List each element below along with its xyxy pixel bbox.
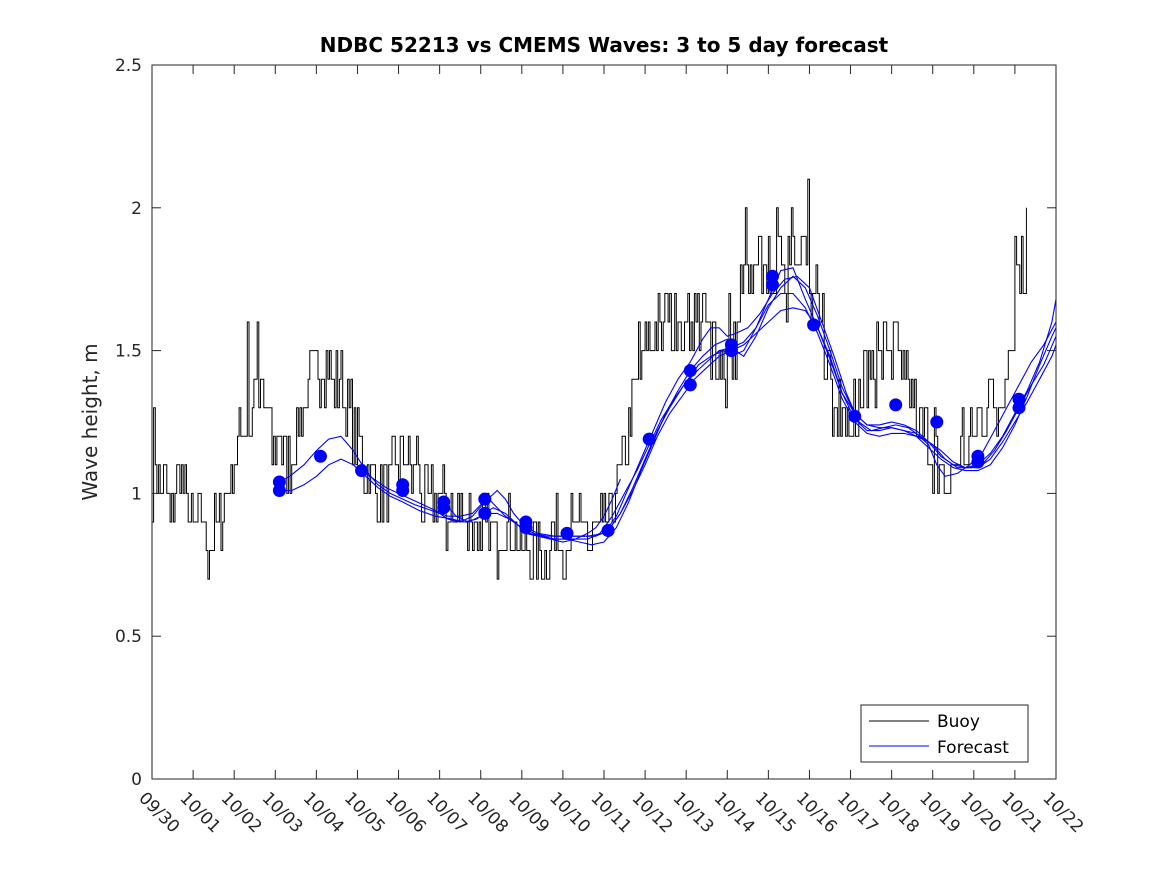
forecast-marker-10 xyxy=(478,506,492,520)
forecast-marker-2 xyxy=(272,484,286,497)
forecast-marker-17 xyxy=(683,378,697,392)
legend-label-buoy: Buoy xyxy=(937,712,980,732)
marker-layer xyxy=(272,269,1026,540)
forecast-marker-21 xyxy=(766,278,779,292)
y-tick-label-1: 0.5 xyxy=(115,627,142,647)
y-tick-label-0: 0 xyxy=(131,770,142,790)
forecast-marker-14 xyxy=(601,524,615,537)
legend-box xyxy=(860,704,1029,763)
forecast-marker-25 xyxy=(930,415,944,429)
forecast-series-line-4 xyxy=(443,275,1057,546)
legend-label-forecast: Forecast xyxy=(937,738,1009,758)
series-layer xyxy=(152,178,1057,580)
forecast-series-line-2 xyxy=(279,307,1057,537)
forecast-marker-29 xyxy=(1012,401,1026,415)
forecast-marker-9 xyxy=(478,492,492,506)
chart-title: NDBC 52213 vs CMEMS Waves: 3 to 5 day fo… xyxy=(320,33,889,57)
forecast-series-line-5 xyxy=(525,292,1057,540)
forecast-marker-27 xyxy=(971,455,985,469)
forecast-marker-8 xyxy=(437,501,451,515)
y-tick-label-3: 1.5 xyxy=(115,342,142,362)
forecast-marker-16 xyxy=(683,364,697,378)
buoy-series-line xyxy=(152,178,1027,580)
plot-area xyxy=(152,65,1056,779)
forecast-marker-22 xyxy=(807,318,821,332)
forecast-marker-13 xyxy=(560,526,574,540)
forecast-marker-6 xyxy=(396,484,410,497)
forecast-marker-15 xyxy=(642,432,656,446)
forecast-marker-3 xyxy=(314,449,327,463)
tick-layer xyxy=(151,64,1057,780)
forecast-marker-19 xyxy=(724,344,738,358)
forecast-series-line-3 xyxy=(361,275,1057,537)
forecast-marker-12 xyxy=(519,521,533,535)
forecast-marker-24 xyxy=(889,398,903,412)
legend: Buoy Forecast xyxy=(860,704,1029,763)
y-tick-label-2: 1 xyxy=(131,484,142,504)
forecast-marker-4 xyxy=(355,464,369,478)
y-tick-label-5: 2.5 xyxy=(115,56,142,76)
forecast-marker-23 xyxy=(848,409,862,423)
y-tick-label-4: 2 xyxy=(131,199,142,219)
y-axis-label: Wave height, m xyxy=(78,343,102,500)
